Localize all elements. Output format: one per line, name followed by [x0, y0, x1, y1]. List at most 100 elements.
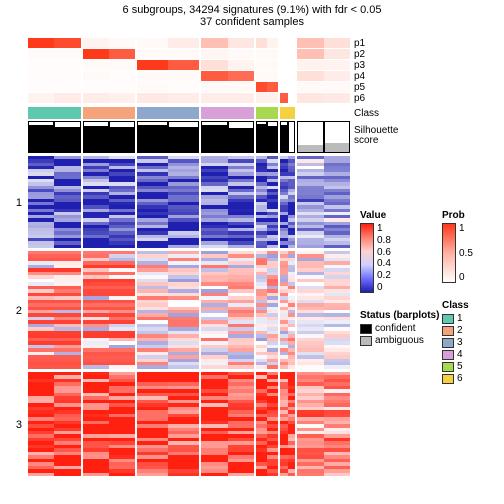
legend-tick: 0 [459, 272, 473, 283]
legend-swatch [442, 362, 454, 372]
legend-item: 5 [442, 361, 469, 372]
class-cell [256, 107, 267, 119]
prob-cell [83, 71, 109, 81]
prob-cell [267, 82, 278, 92]
heatmap-block [28, 251, 350, 369]
legend-tick: 1 [377, 223, 391, 234]
legend-tick: 0.5 [459, 248, 473, 259]
class-cell [137, 107, 168, 119]
heatmap-group-label: 3 [16, 419, 22, 431]
legend-title: Status (barplots) [360, 310, 439, 321]
prob-cell [288, 49, 296, 59]
main-plot-area [28, 38, 350, 498]
prob-cell [109, 38, 135, 48]
prob-cell [297, 82, 323, 92]
prob-cell [201, 60, 227, 70]
prob-cell [228, 60, 254, 70]
prob-cell [168, 49, 199, 59]
legend-item: 1 [442, 313, 469, 324]
prob-cell [280, 38, 288, 48]
prob-cell [168, 71, 199, 81]
status-legend: Status (barplots) confidentambiguous [360, 310, 439, 347]
heatmap-group-label: 1 [16, 197, 22, 209]
silhouette-bar [168, 121, 199, 153]
prob-cell [201, 93, 227, 103]
prob-cell [288, 71, 296, 81]
legend-label: 3 [457, 337, 463, 348]
prob-cell [168, 82, 199, 92]
prob-cell [83, 60, 109, 70]
prob-cell [324, 82, 350, 92]
prob-cell [54, 60, 80, 70]
prob-row-label: p3 [354, 60, 398, 71]
class-row-label: Class [354, 108, 398, 120]
prob-cell [54, 71, 80, 81]
prob-legend: Prob10.50 [442, 210, 473, 283]
prob-cell [324, 71, 350, 81]
prob-cell [297, 71, 323, 81]
silhouette-bar [324, 121, 350, 153]
prob-row-label: p2 [354, 49, 398, 60]
legend-label: ambiguous [375, 335, 424, 346]
prob-cell [280, 82, 288, 92]
silhouette-row-label: Silhouette score [354, 120, 398, 152]
prob-cell [28, 93, 54, 103]
class-cell [324, 107, 350, 119]
prob-cell [297, 93, 323, 103]
legend-item: 2 [442, 325, 469, 336]
legend-swatch [442, 350, 454, 360]
prob-cell [324, 38, 350, 48]
legend-swatch [442, 338, 454, 348]
heatmap-block [28, 156, 350, 248]
silhouette-bar [256, 121, 267, 153]
legend-swatch [442, 374, 454, 384]
prob-cell [256, 38, 267, 48]
prob-cell [228, 93, 254, 103]
silhouette-bar [267, 121, 278, 153]
prob-cell [83, 49, 109, 59]
prob-cell [201, 49, 227, 59]
prob-cell [28, 60, 54, 70]
colorbar [442, 223, 456, 283]
prob-cell [288, 38, 296, 48]
silhouette-bar [228, 121, 254, 153]
prob-cell [297, 38, 323, 48]
legend-label: 5 [457, 361, 463, 372]
prob-cell [280, 60, 288, 70]
prob-cell [137, 82, 168, 92]
legend-title: Value [360, 210, 391, 221]
prob-cell [168, 60, 199, 70]
colorbar [360, 223, 374, 293]
prob-cell [256, 93, 267, 103]
prob-cell [288, 60, 296, 70]
prob-cell [54, 93, 80, 103]
prob-cell [137, 38, 168, 48]
prob-cell [137, 93, 168, 103]
prob-cell [28, 49, 54, 59]
legend-title: Prob [442, 210, 473, 221]
prob-cell [280, 49, 288, 59]
class-cell [28, 107, 54, 119]
prob-cell [324, 49, 350, 59]
class-cell [83, 107, 109, 119]
legend-swatch [360, 336, 372, 346]
prob-cell [324, 60, 350, 70]
class-cell [168, 107, 199, 119]
legend-item: 4 [442, 349, 469, 360]
prob-cell [256, 71, 267, 81]
prob-row-label: p6 [354, 93, 398, 104]
legend-item: confident [360, 323, 439, 334]
prob-cell [54, 82, 80, 92]
silhouette-bar [297, 121, 323, 153]
prob-cell [267, 93, 278, 103]
legend-label: confident [375, 323, 416, 334]
prob-cell [324, 93, 350, 103]
prob-cell [228, 38, 254, 48]
prob-cell [267, 60, 278, 70]
annotation-row-labels: p1p2p3p4p5p6ClassSilhouette score [354, 38, 398, 152]
legend-tick: 0.6 [377, 247, 391, 258]
silhouette-bar [280, 121, 288, 153]
heatmap-block [28, 372, 350, 476]
class-cell [288, 107, 296, 119]
silhouette-bar [288, 121, 296, 153]
